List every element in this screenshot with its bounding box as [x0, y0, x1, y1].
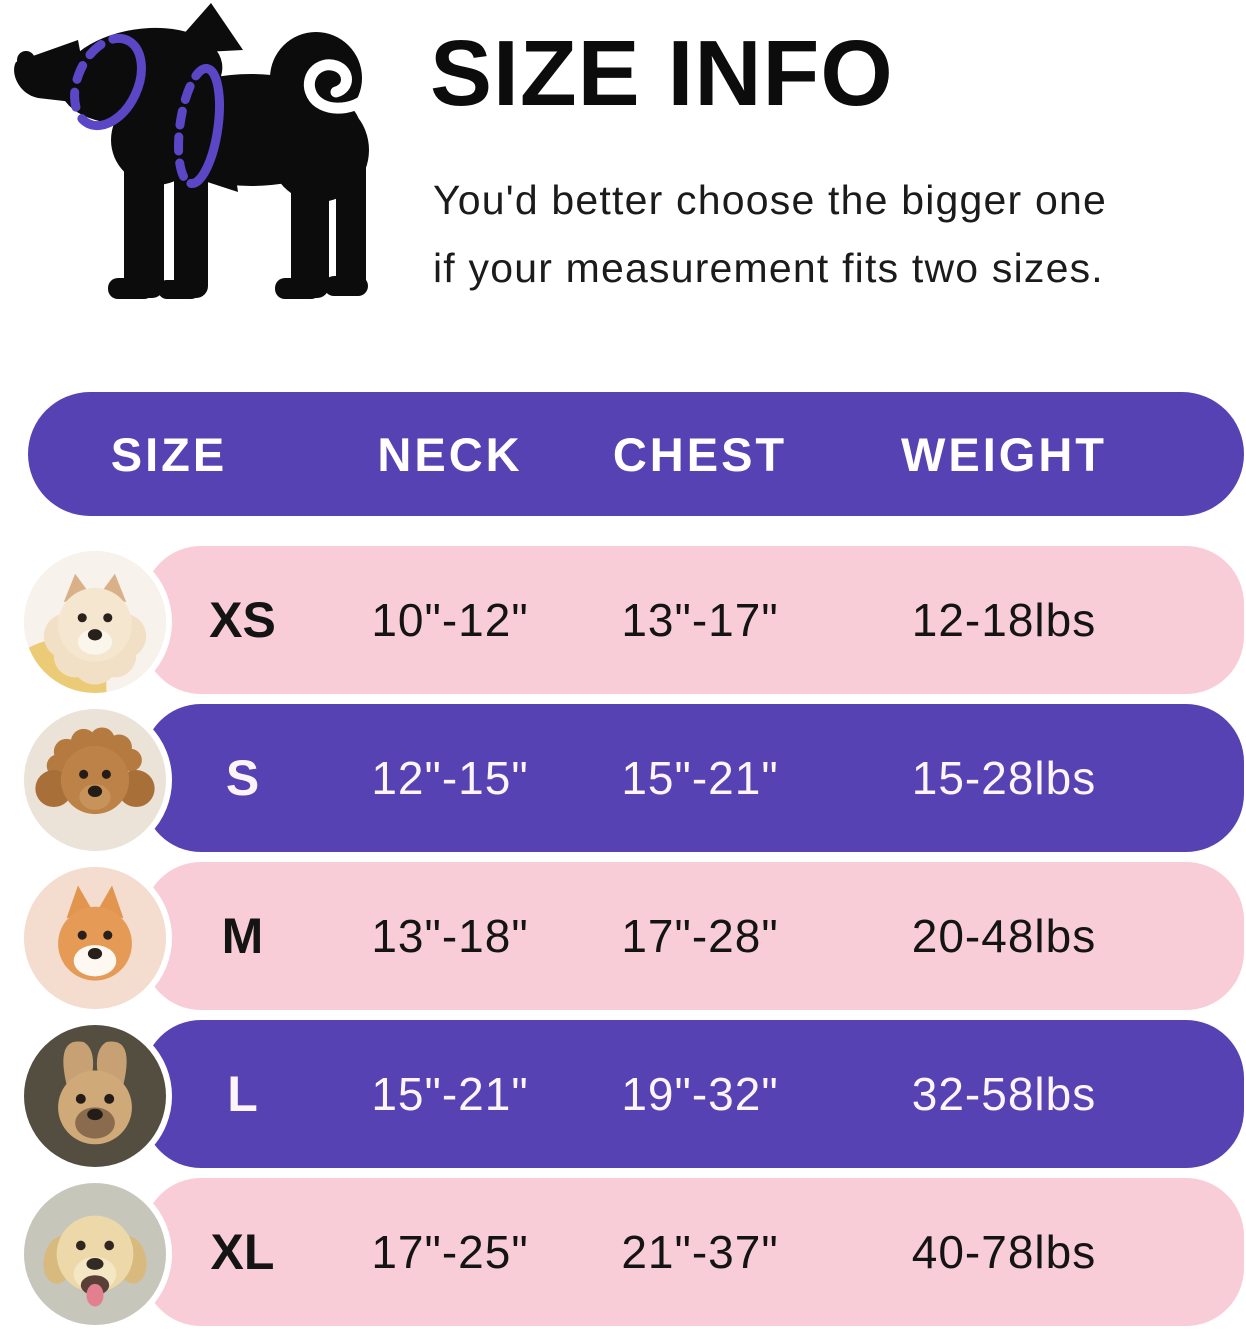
size-note-line1: You'd better choose the bigger one	[433, 177, 1107, 223]
size-cell: L	[227, 1066, 258, 1122]
dog-silhouette-drawing	[14, 3, 372, 299]
size-cell: S	[225, 750, 260, 806]
neck-cell: 15"-21"	[371, 1068, 529, 1120]
photo-french-bulldog	[18, 1019, 172, 1173]
column-header-chest: CHEST	[612, 427, 788, 481]
column-header-size: SIZE	[110, 427, 228, 481]
size-cell: M	[221, 908, 264, 964]
chest-cell: 13"-17"	[621, 594, 779, 646]
table-row-xl: XL 17"-25" 21"-37" 40-78lbs	[143, 1178, 1244, 1326]
weight-cell: 32-58lbs	[911, 1068, 1097, 1120]
neck-cell: 13"-18"	[371, 910, 529, 962]
photo-toy-poodle	[18, 703, 172, 857]
table-row-xs: XS 10"-12" 13"-17" 12-18lbs	[143, 546, 1244, 694]
chest-cell: 21"-37"	[621, 1226, 779, 1278]
weight-cell: 12-18lbs	[911, 594, 1097, 646]
neck-cell: 12"-15"	[371, 752, 529, 804]
size-cell: XL	[210, 1224, 275, 1280]
chest-cell: 19"-32"	[621, 1068, 779, 1120]
table-header: SIZE NECK CHEST WEIGHT	[28, 392, 1244, 516]
table-row-l: L 15"-21" 19"-32" 32-58lbs	[143, 1020, 1244, 1168]
neck-cell: 17"-25"	[371, 1226, 529, 1278]
size-note-line2: if your measurement fits two sizes.	[433, 245, 1104, 291]
photo-shiba-inu	[18, 861, 172, 1015]
size-note: You'd better choose the bigger one if yo…	[433, 166, 1107, 302]
column-header-neck: NECK	[377, 427, 523, 481]
weight-cell: 15-28lbs	[911, 752, 1097, 804]
column-header-weight: WEIGHT	[901, 427, 1107, 481]
photo-pomeranian	[18, 545, 172, 699]
chest-cell: 15"-21"	[621, 752, 779, 804]
photo-labrador	[18, 1177, 172, 1331]
chest-loop-icon	[174, 64, 224, 188]
table-row-m: M 13"-18" 17"-28" 20-48lbs	[143, 862, 1244, 1010]
weight-cell: 20-48lbs	[911, 910, 1097, 962]
weight-cell: 40-78lbs	[911, 1226, 1097, 1278]
dog-silhouette-icon	[6, 0, 430, 332]
size-cell: XS	[209, 592, 276, 648]
table-row-s: S 12"-15" 15"-21" 15-28lbs	[143, 704, 1244, 852]
chest-cell: 17"-28"	[621, 910, 779, 962]
neck-loop-icon	[70, 33, 146, 131]
page-title: SIZE INFO	[430, 21, 894, 125]
neck-cell: 10"-12"	[371, 594, 529, 646]
